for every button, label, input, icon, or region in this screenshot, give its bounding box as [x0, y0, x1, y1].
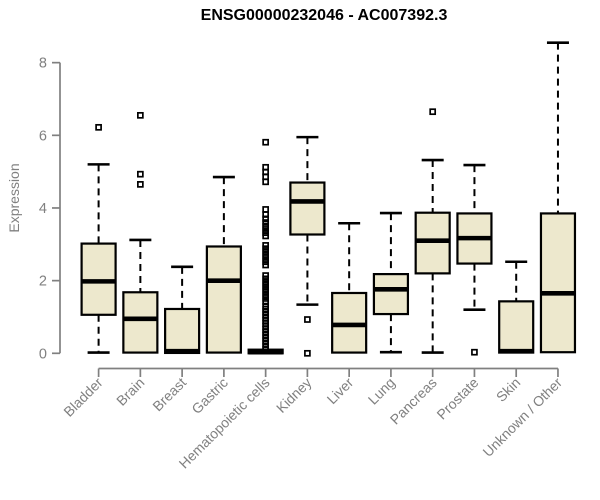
y-tick-label: 6: [39, 128, 47, 144]
iqr-box: [164, 307, 201, 355]
outlier-point: [471, 348, 478, 356]
x-tick-label: Skin: [493, 374, 524, 405]
x-tick-label: Kidney: [273, 374, 315, 416]
outlier-point: [262, 261, 269, 269]
boxplot-box: [414, 108, 451, 354]
boxplot-box: [539, 41, 577, 354]
chart-title: ENSG00000232046 - AC007392.3: [200, 7, 448, 24]
boxplot-box: [289, 135, 326, 357]
outlier-point: [95, 123, 102, 131]
y-tick-label: 0: [39, 346, 47, 362]
x-tick-label: Prostate: [433, 374, 481, 422]
outlier-point: [262, 178, 269, 186]
outlier-point: [304, 349, 311, 357]
outlier-point: [429, 108, 437, 116]
y-tick-label: 2: [39, 274, 47, 290]
outlier-point: [262, 346, 269, 354]
x-tick-label: Unknown / Other: [479, 374, 565, 460]
outlier-point: [262, 138, 269, 146]
y-tick-label: 8: [39, 56, 47, 72]
outlier-point: [137, 111, 144, 119]
boxplot-box: [122, 111, 159, 354]
iqr-box: [539, 212, 577, 354]
x-tick-label: Liver: [324, 374, 357, 407]
x-tick-label: Brain: [113, 374, 147, 408]
iqr-box: [372, 273, 410, 316]
boxplot-box: [372, 211, 410, 354]
outlier-point: [262, 232, 269, 240]
y-tick-label: 4: [39, 201, 47, 217]
outlier-point: [137, 181, 144, 188]
boxplot-box: [80, 123, 117, 354]
x-tick-label: Breast: [149, 374, 189, 414]
iqr-box: [205, 245, 242, 354]
boxplot-box: [456, 163, 493, 356]
boxplot-box: [164, 265, 201, 355]
iqr-box: [498, 300, 535, 354]
boxplot-box: [247, 138, 284, 355]
boxplot-box: [498, 260, 535, 354]
boxplot-box: [331, 221, 368, 354]
outlier-point: [262, 219, 269, 226]
outlier-point: [137, 170, 144, 178]
iqr-box: [414, 211, 451, 275]
x-tick-label: Lung: [365, 374, 398, 407]
iqr-box: [289, 181, 326, 236]
iqr-box: [122, 291, 159, 354]
outlier-point: [262, 215, 269, 223]
x-tick-label: Bladder: [60, 374, 106, 420]
outlier-point: [304, 316, 311, 323]
boxplot-box: [205, 175, 242, 354]
